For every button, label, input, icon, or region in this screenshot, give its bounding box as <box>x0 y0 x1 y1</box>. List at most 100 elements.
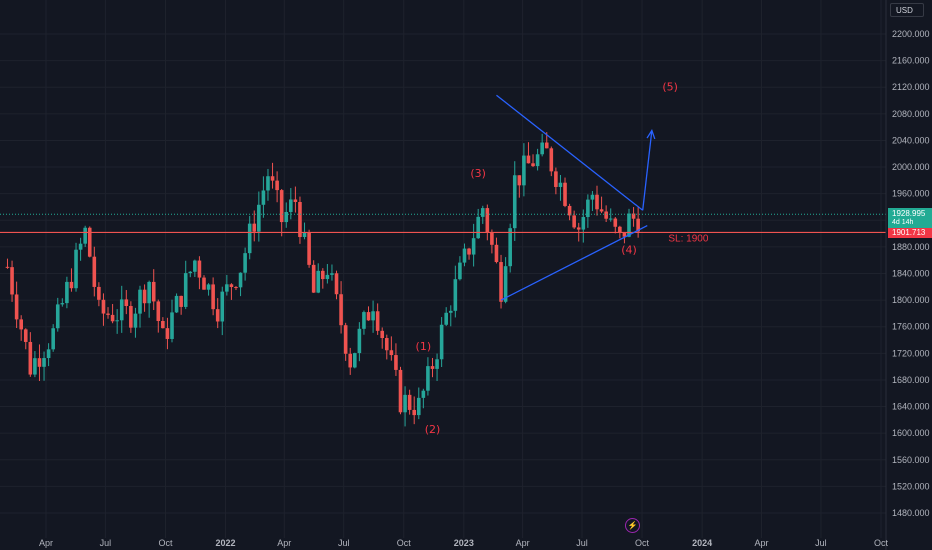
candle-body <box>37 358 42 367</box>
candle-body <box>512 175 517 229</box>
candle-body <box>480 208 485 217</box>
candle-body <box>636 218 640 232</box>
candle-body <box>220 291 225 322</box>
wave-label: (4) <box>621 244 637 257</box>
candle-body <box>133 313 138 328</box>
wave-label: (1) <box>416 340 432 353</box>
candle-body <box>540 142 544 155</box>
candle-body <box>375 311 380 331</box>
candle-body <box>567 205 572 216</box>
time-tick-label: Oct <box>635 538 650 548</box>
price-tick-label: 1760.000 <box>892 322 930 332</box>
candle-body <box>302 232 307 238</box>
candle-body <box>225 284 229 292</box>
bar-countdown: 4d 14h <box>892 219 914 226</box>
time-tick-label: Jul <box>100 538 112 548</box>
candle-body <box>183 273 188 307</box>
currency-button[interactable]: USD <box>890 3 924 17</box>
candle-body <box>494 244 499 263</box>
candle-body <box>142 289 147 304</box>
time-tick-label: Apr <box>516 538 530 548</box>
time-tick-label: Jul <box>576 538 588 548</box>
candle-body <box>270 176 275 181</box>
time-tick-label: 2023 <box>454 538 474 548</box>
candle-body <box>65 281 69 304</box>
candle-body <box>403 394 407 413</box>
price-tick-label: 1880.000 <box>892 242 930 252</box>
candle-body <box>558 182 563 187</box>
time-tick-label: Jul <box>815 538 827 548</box>
stop-loss-label: SL: 1900 <box>668 234 708 245</box>
candles[interactable] <box>5 132 640 427</box>
candle-body <box>352 353 357 368</box>
candle-body <box>526 155 531 164</box>
candle-body <box>535 154 540 167</box>
time-tick-label: 2022 <box>216 538 236 548</box>
candle-body <box>138 289 142 314</box>
wave-labels: (1) (2) (3) (4) (5) SL: 1900 <box>416 81 709 437</box>
last-price-badge: 1928.995 4d 14h <box>888 208 932 228</box>
candle-body <box>448 310 453 313</box>
candle-body <box>193 260 197 272</box>
price-axis[interactable]: 2200.000 2160.000 2120.000 2080.000 2040.000… <box>892 29 930 518</box>
time-tick-label: Oct <box>158 538 173 548</box>
candle-body <box>531 163 535 167</box>
candle-body <box>124 299 129 307</box>
candle-body <box>599 209 604 212</box>
candle-body <box>554 171 558 187</box>
candle-body <box>485 208 490 233</box>
candle-body <box>307 232 311 265</box>
price-tick-label: 1720.000 <box>892 348 930 358</box>
candle-body <box>416 397 421 416</box>
candle-body <box>444 312 448 325</box>
candle-body <box>46 349 51 359</box>
price-tick-label: 1840.000 <box>892 269 930 279</box>
candle-body <box>110 314 115 322</box>
time-tick-label: Jul <box>338 538 350 548</box>
candle-body <box>627 213 631 237</box>
candle-body <box>197 260 202 278</box>
candle-body <box>563 182 567 206</box>
time-tick-label: Apr <box>39 538 53 548</box>
candle-body <box>618 226 622 233</box>
price-tick-label: 1520.000 <box>892 481 930 491</box>
candle-body <box>544 142 549 149</box>
time-axis[interactable]: Apr Jul Oct 2022 Apr Jul Oct 2023 Apr Jul Oct 2024 A… <box>39 538 889 548</box>
candle-body <box>490 232 494 245</box>
price-tick-label: 1480.000 <box>892 508 930 518</box>
candle-body <box>581 217 586 230</box>
time-tick-label: Apr <box>755 538 769 548</box>
price-tick-label: 2080.000 <box>892 109 930 119</box>
lightning-icon[interactable]: ⚡ <box>625 518 640 533</box>
candle-body <box>522 155 526 186</box>
candle-body <box>174 295 179 313</box>
candle-body <box>92 256 97 287</box>
candle-body <box>69 281 74 289</box>
price-tick-label: 2160.000 <box>892 56 930 66</box>
candle-body <box>165 328 170 339</box>
candle-body <box>462 248 467 263</box>
drawings[interactable] <box>0 94 886 301</box>
time-tick-label: 2024 <box>692 538 712 548</box>
candle-body <box>412 409 417 416</box>
candle-body <box>407 394 412 410</box>
candle-body <box>339 294 343 326</box>
candle-body <box>389 350 394 356</box>
candle-body <box>247 223 252 254</box>
candle-body <box>266 176 270 191</box>
candle-body <box>572 215 576 228</box>
candle-body <box>348 353 353 368</box>
candle-body <box>380 330 385 339</box>
candle-body <box>316 270 321 293</box>
candle-body <box>311 264 316 293</box>
candle-body <box>503 266 508 302</box>
candle-body <box>97 286 101 300</box>
candle-body <box>261 190 266 205</box>
candle-body <box>161 320 165 329</box>
candle-body <box>202 277 206 290</box>
candle-body <box>51 328 55 350</box>
candle-body <box>243 253 247 273</box>
candle-body <box>435 359 439 369</box>
candle-body <box>14 294 19 320</box>
